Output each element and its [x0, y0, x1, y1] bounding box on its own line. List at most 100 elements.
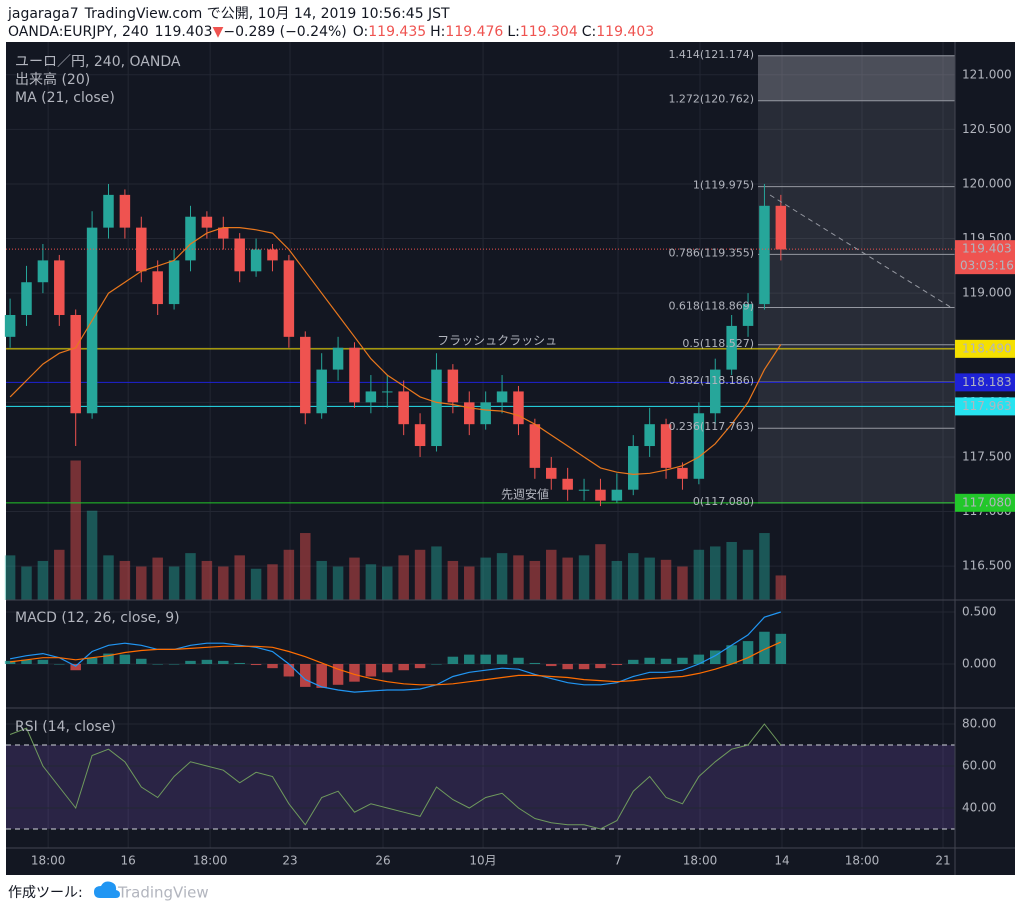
series-line: [9, 227, 782, 476]
volume-bar: [677, 566, 688, 600]
candle-body: [464, 402, 475, 425]
candle-body: [660, 424, 672, 468]
volume-bar: [464, 566, 475, 600]
histogram-bar: [562, 663, 573, 670]
histogram-bar: [332, 663, 344, 685]
candle-body: [250, 249, 262, 272]
candle-body: [677, 467, 688, 479]
ohlc-label: C:: [582, 24, 597, 40]
candle-body: [398, 391, 409, 425]
histogram-bar: [447, 656, 459, 664]
volume-bar: [365, 564, 377, 600]
volume-bar: [70, 460, 81, 600]
fib-label: 1.414(121.174): [668, 48, 754, 61]
candle-body: [201, 216, 213, 228]
volume-bar: [218, 566, 229, 600]
level-label: 118.490: [962, 341, 1012, 355]
candle-body: [21, 282, 32, 315]
candle-body: [316, 369, 327, 414]
volume-bar: [628, 553, 639, 600]
candle-body: [349, 347, 360, 403]
candle-body: [37, 260, 49, 283]
footer-brand[interactable]: TradingView: [117, 884, 209, 902]
footer-label: 作成ツール:: [8, 885, 83, 901]
histogram-bar: [513, 657, 524, 664]
histogram-bar: [414, 663, 426, 669]
volume-bar: [742, 549, 754, 600]
volume-bar: [529, 560, 541, 600]
histogram-bar: [628, 659, 639, 664]
histogram-bar: [201, 659, 213, 664]
level-label: 117.963: [962, 399, 1012, 413]
histogram-bar: [54, 663, 65, 665]
histogram-bar: [168, 663, 180, 665]
volume-bar: [283, 549, 295, 600]
candle-body: [414, 424, 426, 447]
histogram-bar: [218, 660, 229, 664]
level-label: 117.080: [962, 495, 1012, 509]
volume-bar: [447, 560, 459, 600]
y-tick-label: 119.000: [962, 286, 1012, 300]
volume-bar: [37, 560, 49, 600]
histogram-bar: [726, 645, 737, 664]
fib-label: 0(117.080): [693, 495, 754, 508]
histogram-bar: [595, 663, 606, 669]
candle-body: [644, 424, 655, 447]
candle-body: [168, 260, 180, 305]
fib-label: 0.786(119.355): [668, 246, 754, 259]
histogram-bar: [250, 663, 262, 666]
series-line: [9, 611, 781, 693]
y-tick-label: 0.000: [962, 656, 996, 670]
candle-body: [332, 347, 344, 370]
histogram-bar: [21, 659, 32, 664]
histogram-bar: [349, 663, 360, 682]
histogram-bar: [365, 663, 377, 677]
x-tick-label: 18:00: [193, 854, 228, 868]
volume-bar: [316, 560, 327, 600]
volume-bar: [54, 549, 65, 600]
volume-bar: [332, 566, 344, 600]
histogram-bar: [119, 654, 131, 664]
last-price-box: [955, 240, 1015, 275]
series-line: [9, 723, 782, 830]
volume-legend: 出来高 (20): [15, 71, 90, 88]
candle-body: [283, 260, 295, 337]
candle-body: [431, 369, 442, 447]
x-tick-label: 23: [282, 854, 297, 868]
change: −0.289 (−0.24%): [223, 24, 346, 40]
histogram-bar: [70, 663, 81, 671]
candle-body: [513, 391, 524, 425]
histogram-bar: [775, 633, 787, 664]
candle-body: [119, 194, 131, 228]
candle-body: [529, 424, 541, 468]
candle-body: [595, 489, 606, 501]
x-tick-label: 18:00: [683, 854, 718, 868]
volume-bar: [496, 553, 508, 600]
published: TradingView.com で公開, 10月 14, 2019 10:56:…: [84, 6, 450, 22]
price: 119.403: [155, 24, 213, 40]
histogram-bar: [37, 659, 49, 664]
volume-bar: [152, 557, 163, 600]
histogram-bar: [644, 657, 655, 664]
candle-body: [300, 336, 311, 414]
candle-body: [218, 227, 229, 239]
volume-bar: [775, 575, 787, 600]
volume-bar: [185, 553, 196, 600]
histogram-bar: [611, 663, 623, 666]
volume-bar: [250, 568, 262, 600]
candle-body: [710, 369, 721, 414]
arrow: ▼: [213, 24, 224, 40]
histogram-bar: [693, 654, 705, 664]
candle-body: [562, 478, 573, 490]
x-tick-label: 18:00: [31, 854, 66, 868]
histogram-bar: [103, 653, 114, 664]
volume-bar: [693, 549, 705, 600]
level-box: [955, 397, 1015, 416]
ohlc-label: O:: [353, 24, 369, 40]
volume-bar: [414, 549, 426, 600]
histogram-bar: [382, 663, 393, 673]
candle-body: [382, 391, 393, 393]
volume-bar: [726, 541, 737, 600]
ohlc-value: 119.435: [368, 24, 426, 40]
